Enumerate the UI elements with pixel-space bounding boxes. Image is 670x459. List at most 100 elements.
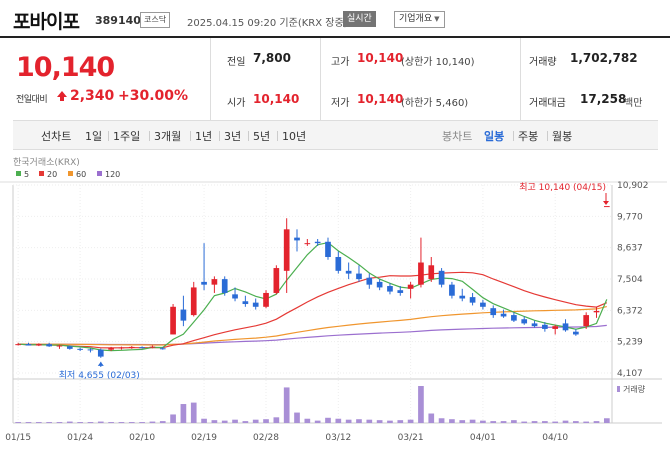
candle-body bbox=[459, 295, 466, 299]
volume-bar bbox=[573, 421, 579, 423]
candle-body bbox=[573, 331, 579, 335]
lower-limit: (하한가 5,460) bbox=[401, 98, 469, 109]
price-chart[interactable]: 한국거래소(KRX) 5 20 60 120 10,902 9,770 8,637 7,504 6… bbox=[0, 155, 670, 459]
high-value: 10,140 bbox=[357, 51, 404, 65]
candle-body bbox=[97, 349, 104, 357]
candle-body bbox=[356, 273, 362, 280]
tab-line-chart[interactable]: 선차트 bbox=[41, 130, 72, 143]
volume-bar bbox=[263, 419, 269, 423]
open-value: 10,140 bbox=[253, 92, 300, 106]
x-tick-label: 01/24 bbox=[67, 433, 93, 443]
upper-limit: (상한가 10,140) bbox=[401, 57, 475, 68]
x-tick-label: 01/15 bbox=[5, 433, 31, 443]
legend-swatch bbox=[16, 171, 21, 176]
volume-bar bbox=[221, 420, 228, 423]
market-badge: 코스닥 bbox=[140, 12, 171, 28]
tab-separator bbox=[108, 131, 109, 141]
volume-bar bbox=[490, 421, 497, 423]
legend-swatch bbox=[39, 171, 44, 176]
tab-monthly[interactable]: 월봉 bbox=[552, 130, 573, 143]
x-tick-label: 04/10 bbox=[542, 433, 568, 443]
volume-label: 거래량 bbox=[529, 57, 557, 68]
high-marker-arrow bbox=[603, 201, 609, 205]
y-tick-label: 5,239 bbox=[617, 338, 643, 348]
tab-3year[interactable]: 3년 bbox=[224, 130, 242, 143]
candle-body bbox=[376, 281, 383, 288]
candle-body bbox=[263, 292, 269, 307]
candle-body bbox=[128, 346, 135, 348]
volume-bar bbox=[190, 402, 197, 423]
volume-bar bbox=[87, 422, 94, 423]
tab-separator bbox=[277, 131, 278, 141]
tab-1year[interactable]: 1년 bbox=[195, 130, 213, 143]
volume-bar bbox=[345, 419, 352, 423]
candle-body bbox=[252, 302, 259, 307]
tab-separator bbox=[513, 131, 514, 141]
volume-value: 1,702,782 bbox=[570, 51, 638, 65]
volume-bar bbox=[511, 420, 517, 423]
candle-body bbox=[304, 243, 311, 245]
volume-bar bbox=[15, 422, 22, 423]
candle-body bbox=[242, 301, 249, 305]
legend-label-ma60: 60 bbox=[76, 170, 86, 179]
company-overview-dropdown[interactable]: 기업개요 ▼ bbox=[394, 11, 445, 28]
tab-1week[interactable]: 1주일 bbox=[113, 130, 141, 143]
candle-body bbox=[511, 315, 517, 321]
legend-label-ma120: 120 bbox=[105, 170, 120, 179]
candle-body bbox=[521, 319, 528, 324]
tab-separator bbox=[248, 131, 249, 141]
low-annotation: 최저 4,655 (02/03) bbox=[59, 370, 140, 381]
tab-5year[interactable]: 5년 bbox=[253, 130, 271, 143]
candle-body bbox=[490, 308, 497, 316]
volume-bar bbox=[459, 420, 466, 423]
candle-body bbox=[407, 284, 414, 289]
y-tick-label: 10,902 bbox=[617, 181, 649, 191]
tab-3month[interactable]: 3개월 bbox=[154, 130, 182, 143]
volume-bar bbox=[469, 419, 476, 423]
low-label: 저가 bbox=[331, 98, 350, 109]
volume-bar bbox=[294, 412, 300, 423]
candle-body bbox=[562, 323, 569, 331]
x-tick-label: 02/19 bbox=[191, 433, 217, 443]
chevron-down-icon: ▼ bbox=[434, 15, 440, 23]
candle-body bbox=[139, 347, 145, 349]
volume-bar bbox=[542, 421, 548, 423]
candle-chart-label: 봉차트 bbox=[442, 130, 473, 143]
ma-line-5 bbox=[18, 241, 608, 352]
candle-body bbox=[387, 286, 393, 292]
legend-label-ma5: 5 bbox=[24, 170, 29, 179]
tab-daily[interactable]: 일봉 bbox=[484, 130, 505, 143]
volume-bar bbox=[77, 422, 83, 423]
tab-weekly[interactable]: 주봉 bbox=[518, 130, 539, 143]
candle-body bbox=[232, 294, 238, 299]
company-overview-label: 기업개요 bbox=[399, 14, 433, 24]
candle-body bbox=[149, 346, 156, 348]
stock-name: 포바이포 bbox=[13, 11, 80, 33]
candle-body bbox=[428, 265, 435, 280]
y-tick-label: 6,372 bbox=[617, 306, 643, 316]
prev-close-value: 7,800 bbox=[253, 51, 291, 65]
candle-body bbox=[283, 229, 290, 271]
divider bbox=[320, 38, 321, 120]
candle-body bbox=[345, 270, 352, 274]
volume-bar bbox=[118, 422, 125, 423]
candle-body bbox=[56, 345, 63, 347]
candle-body bbox=[170, 306, 176, 335]
x-tick-label: 04/01 bbox=[470, 433, 496, 443]
volume-bar bbox=[356, 419, 362, 423]
volume-bar bbox=[273, 417, 280, 423]
tab-10year[interactable]: 10년 bbox=[282, 130, 307, 143]
change-value: 2,340 bbox=[70, 88, 115, 104]
stock-code: 389140 bbox=[95, 14, 141, 27]
volume-bar bbox=[387, 420, 393, 423]
volume-bar bbox=[170, 414, 176, 423]
volume-bar bbox=[552, 421, 559, 423]
divider bbox=[210, 38, 211, 120]
legend-swatch bbox=[97, 171, 102, 176]
chart-source: 한국거래소(KRX) bbox=[13, 157, 80, 168]
candle-body bbox=[211, 279, 218, 285]
low-value: 10,140 bbox=[357, 92, 404, 106]
y-tick-label: 8,637 bbox=[617, 244, 643, 254]
tab-1day[interactable]: 1일 bbox=[85, 130, 103, 143]
realtime-button[interactable]: 실시간 bbox=[343, 11, 376, 27]
